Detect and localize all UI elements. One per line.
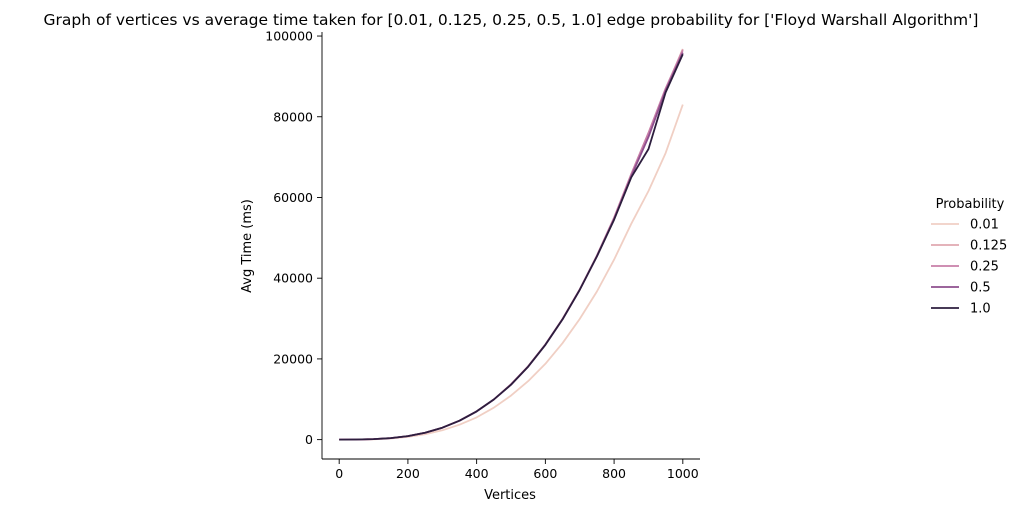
legend-label: 0.01 bbox=[970, 218, 999, 233]
y-tick-label: 80000 bbox=[273, 109, 313, 124]
y-tick-label: 40000 bbox=[273, 271, 313, 286]
series-line-0-125 bbox=[339, 48, 684, 441]
y-axis-ticks: 0 20000 40000 60000 80000 100000 bbox=[265, 29, 322, 447]
y-tick-label: 0 bbox=[305, 432, 313, 447]
x-axis-label: Vertices bbox=[484, 488, 536, 503]
x-tick-label: 0 bbox=[335, 466, 343, 481]
chart-title: Graph of vertices vs average time taken … bbox=[44, 11, 979, 29]
y-tick-label: 60000 bbox=[273, 190, 313, 205]
legend: Probability 0.01 0.125 0.25 0.5 1.0 bbox=[931, 197, 1007, 317]
legend-label: 1.0 bbox=[970, 302, 991, 317]
y-tick-label: 100000 bbox=[265, 29, 313, 44]
series-line-0-25 bbox=[339, 49, 684, 441]
y-tick-label: 20000 bbox=[273, 351, 313, 366]
x-tick-label: 400 bbox=[465, 466, 489, 481]
series-line-1-0 bbox=[339, 53, 684, 441]
x-axis-ticks: 0 200 400 600 800 1000 bbox=[335, 459, 699, 481]
legend-items: 0.01 0.125 0.25 0.5 1.0 bbox=[931, 218, 1007, 317]
series-line-0-5 bbox=[339, 52, 684, 441]
x-tick-label: 800 bbox=[602, 466, 626, 481]
legend-label: 0.25 bbox=[970, 260, 999, 275]
legend-title: Probability bbox=[936, 197, 1005, 212]
y-axis-label: Avg Time (ms) bbox=[240, 199, 255, 293]
x-tick-label: 1000 bbox=[667, 466, 699, 481]
x-tick-label: 200 bbox=[396, 466, 420, 481]
series-lines bbox=[339, 48, 684, 441]
series-line-0-01 bbox=[339, 104, 684, 441]
x-tick-label: 600 bbox=[533, 466, 557, 481]
legend-label: 0.125 bbox=[970, 239, 1007, 254]
legend-label: 0.5 bbox=[970, 281, 991, 296]
